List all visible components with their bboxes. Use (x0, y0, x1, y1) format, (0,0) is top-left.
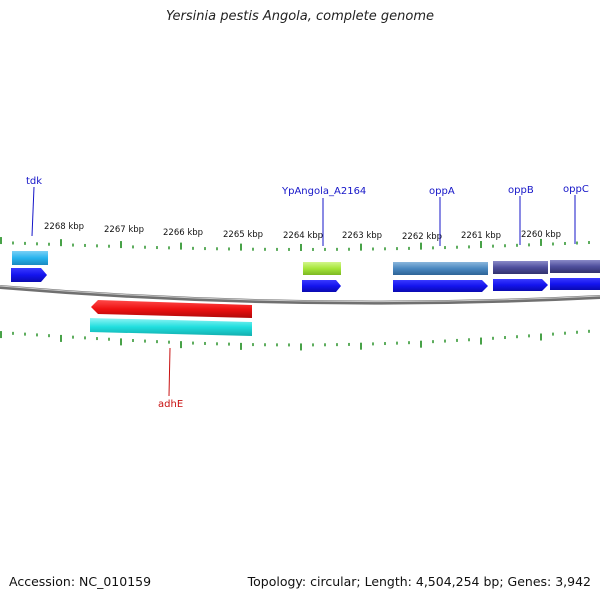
scale-label: 2260 kbp (521, 230, 561, 240)
ypangola-feature[interactable] (303, 262, 341, 275)
oppB-feature[interactable] (493, 261, 548, 274)
scale-labels: 2268 kbp 2267 kbp 2266 kbp 2265 kbp 2264… (44, 222, 561, 242)
gene-labels: tdk YpAngola_A2164 oppA oppB oppC adhE (26, 176, 589, 410)
oppA-cds-arrow[interactable] (393, 280, 488, 292)
genome-backbone-highlight (0, 285, 600, 303)
forward-features (12, 251, 600, 275)
accession-text: Accession: NC_010159 (9, 574, 152, 589)
reverse-features (90, 300, 252, 336)
scale-label: 2267 kbp (104, 225, 144, 235)
tdk-leader (31, 186, 35, 237)
scale-label: 2264 kbp (283, 231, 323, 241)
oppB-label[interactable]: oppB (508, 185, 534, 196)
oppC-cds-arrow[interactable] (550, 278, 600, 290)
oppA-feature[interactable] (393, 262, 488, 275)
adhE-feature[interactable] (90, 318, 252, 336)
tdk-feature[interactable] (12, 251, 48, 265)
oppA-label[interactable]: oppA (429, 186, 455, 197)
adhE-cds-arrow[interactable] (91, 300, 252, 318)
forward-cds (11, 268, 600, 292)
scale-label: 2265 kbp (223, 230, 263, 240)
oppC-label[interactable]: oppC (563, 184, 589, 195)
genome-backbone (0, 285, 600, 305)
scale-label: 2266 kbp (163, 228, 203, 238)
map-title: Yersinia pestis Angola, complete genome (166, 9, 434, 24)
adhE-leader (168, 347, 171, 397)
scale-label: 2261 kbp (461, 231, 501, 241)
oppC-feature[interactable] (550, 260, 600, 273)
ypangola-label[interactable]: YpAngola_A2164 (281, 186, 366, 197)
adhE-label[interactable]: adhE (158, 399, 183, 410)
tdk-cds-arrow[interactable] (11, 268, 47, 282)
genome-summary-text: Topology: circular; Length: 4,504,254 bp… (247, 574, 591, 589)
scale-label: 2268 kbp (44, 222, 84, 232)
scale-label: 2262 kbp (402, 232, 442, 242)
oppB-cds-arrow[interactable] (493, 279, 548, 291)
scale-ticks-bottom (0, 329, 590, 351)
tdk-label[interactable]: tdk (26, 176, 42, 187)
scale-ticks-top (0, 237, 590, 251)
scale-label: 2263 kbp (342, 231, 382, 241)
ypangola-cds-arrow[interactable] (302, 280, 341, 292)
